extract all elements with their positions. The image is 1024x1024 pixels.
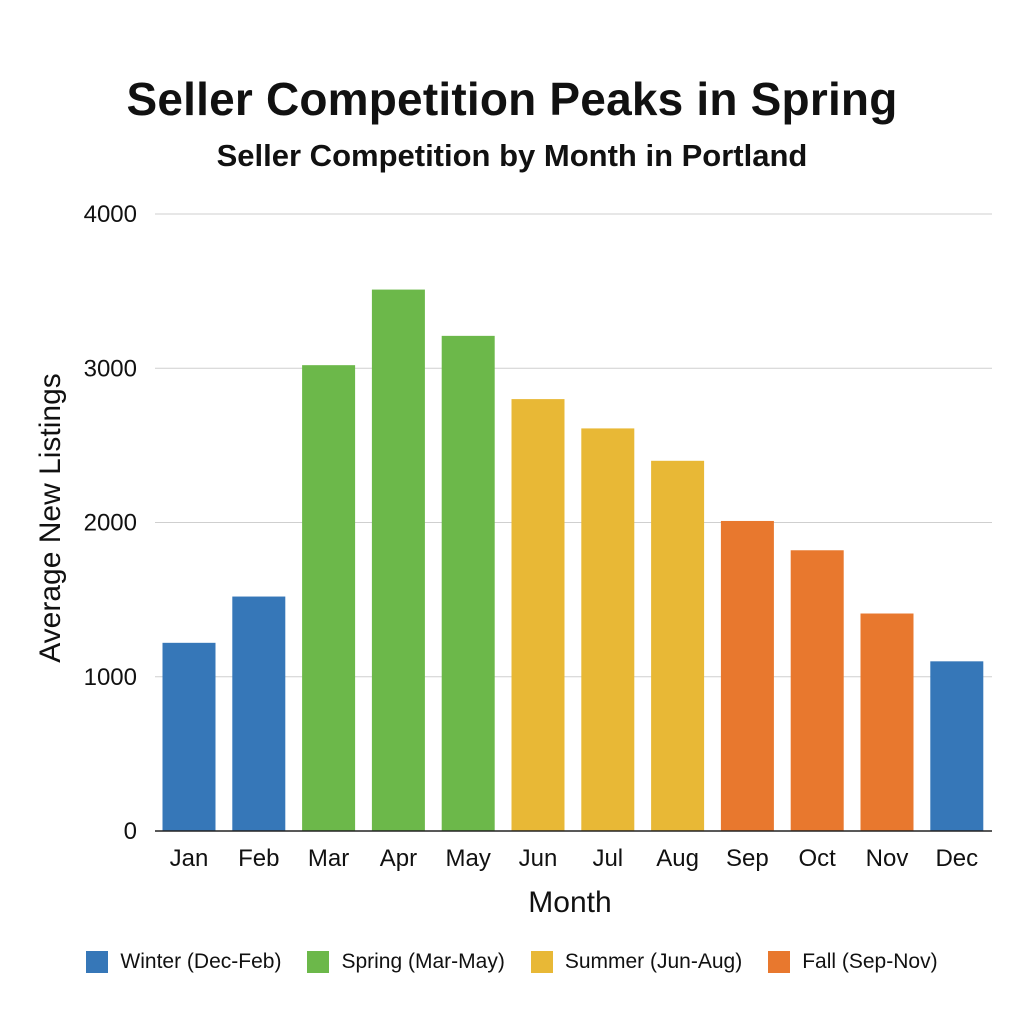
- bar-oct: [790, 550, 844, 831]
- y-axis-title: Average New Listings: [34, 373, 67, 663]
- legend-item-spring: Spring (Mar-May): [307, 950, 505, 974]
- x-tick-label: Dec: [935, 845, 978, 872]
- y-tick-label: 1000: [84, 664, 137, 691]
- x-tick-label: Aug: [656, 845, 699, 872]
- bar-may: [441, 335, 495, 831]
- x-tick-label: Apr: [380, 845, 417, 872]
- x-tick-label: Nov: [866, 845, 909, 872]
- chart-subtitle: Seller Competition by Month in Portland: [216, 138, 808, 173]
- legend-swatch-winter: [86, 951, 109, 973]
- bar-feb: [232, 596, 286, 831]
- legend-item-winter: Winter (Dec-Feb): [86, 950, 281, 974]
- bar-nov: [860, 613, 914, 831]
- legend-label: Fall (Sep-Nov): [802, 950, 938, 973]
- x-tick-label: Mar: [308, 845, 349, 872]
- x-tick-labels: Jan Feb Mar Apr May Jun Jul Aug Sep Oct Nov Dec: [170, 845, 978, 872]
- legend-swatch-fall: [768, 951, 791, 973]
- x-tick-label: Oct: [799, 845, 837, 872]
- bar-jul: [581, 428, 635, 831]
- x-tick-label: Feb: [238, 845, 279, 872]
- y-tick-label: 2000: [84, 510, 137, 537]
- bar-jun: [511, 399, 565, 831]
- x-tick-label: Jun: [519, 845, 558, 872]
- legend-label: Summer (Jun-Aug): [564, 950, 743, 973]
- x-tick-label: Jul: [592, 845, 623, 872]
- chart-title: Seller Competition Peaks in Spring: [126, 73, 898, 125]
- bars: [162, 289, 984, 831]
- y-tick-label: 3000: [84, 355, 137, 382]
- legend: Winter (Dec-Feb) Spring (Mar-May) Summer (…: [0, 950, 1024, 974]
- gridlines: [155, 213, 992, 678]
- legend-item-fall: Fall (Sep-Nov): [768, 950, 938, 974]
- x-tick-label: May: [446, 845, 491, 872]
- bar-dec: [930, 661, 984, 831]
- x-axis-title: Month: [528, 886, 611, 919]
- bar-mar: [302, 365, 356, 831]
- y-tick-labels: 0 1000 2000 3000 4000: [84, 201, 137, 845]
- bar-apr: [371, 289, 425, 831]
- legend-label: Spring (Mar-May): [341, 950, 505, 973]
- legend-swatch-spring: [307, 951, 330, 973]
- bar-aug: [651, 460, 705, 831]
- legend-swatch-summer: [530, 951, 553, 973]
- x-tick-label: Sep: [726, 845, 769, 872]
- x-tick-label: Jan: [170, 845, 209, 872]
- bar-sep: [720, 520, 774, 831]
- y-tick-label: 0: [124, 818, 137, 845]
- legend-label: Winter (Dec-Feb): [120, 950, 282, 973]
- bar-jan: [162, 642, 216, 831]
- legend-item-summer: Summer (Jun-Aug): [530, 950, 743, 974]
- y-tick-label: 4000: [84, 201, 137, 228]
